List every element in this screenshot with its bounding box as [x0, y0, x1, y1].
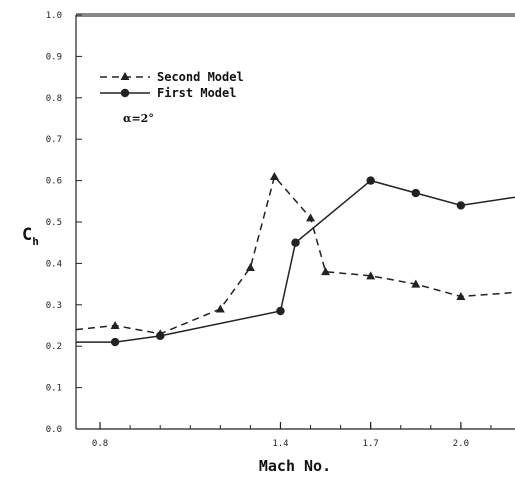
data-point [456, 292, 466, 301]
data-point [366, 271, 376, 280]
legend-item-first-model: First Model [100, 86, 236, 100]
data-point [110, 321, 120, 329]
triangle-marker-icon [120, 72, 130, 80]
alpha-annotation: α=2° [123, 112, 154, 125]
data-point [456, 201, 466, 210]
data-point [321, 267, 331, 276]
series-layer [75, 171, 515, 347]
y-tick-label: 0.6 [46, 177, 62, 187]
y-axis-title: Ch [22, 225, 39, 248]
y-tick-label: 0.8 [46, 94, 62, 104]
series-second-model [75, 171, 515, 338]
legend: Second Model First Model [100, 70, 244, 100]
x-tick-label: 2.0 [453, 439, 469, 449]
y-tick-label: 1.0 [46, 11, 62, 21]
series-line [75, 174, 515, 335]
y-tick-label: 0.7 [46, 135, 62, 145]
y-tick-label: 0.1 [46, 384, 62, 394]
y-tick-label: 0.4 [46, 259, 62, 269]
data-point [110, 337, 120, 347]
x-tick-label: 1.7 [363, 439, 379, 449]
x-tick-label: 0.8 [92, 439, 108, 449]
y-ticks: 0.0 0.1 0.2 0.3 0.4 0.5 0.6 0.7 0.8 0.9 1.0 [46, 11, 82, 435]
data-point [245, 263, 255, 272]
data-point [155, 331, 165, 341]
data-point [215, 304, 225, 313]
y-axis-title-main: C [22, 225, 32, 245]
x-axis-title: Mach No. [259, 457, 331, 475]
y-tick-label: 0.5 [46, 218, 62, 228]
y-axis-title-subscript: h [32, 235, 39, 248]
svg-text:Ch: Ch [22, 225, 39, 248]
legend-label-second-model: Second Model [157, 70, 244, 84]
data-point [411, 188, 420, 198]
legend-item-second-model: Second Model [100, 70, 244, 84]
data-point [269, 171, 279, 180]
series-first-model [76, 176, 515, 347]
y-tick-label: 0.9 [46, 52, 62, 62]
y-tick-label: 0.2 [46, 342, 62, 352]
data-point [411, 279, 421, 288]
legend-label-first-model: First Model [157, 86, 236, 100]
y-tick-label: 0.3 [46, 301, 62, 311]
data-point [276, 306, 285, 316]
data-point [306, 213, 316, 222]
plot-area [76, 15, 515, 429]
data-point [366, 176, 375, 185]
circle-marker-icon [120, 88, 130, 98]
x-tick-label: 1.4 [272, 439, 288, 449]
data-point [291, 238, 300, 247]
y-tick-label: 0.0 [46, 425, 62, 435]
x-ticks: 0.8 1.4 1.7 2.0 [92, 422, 492, 449]
